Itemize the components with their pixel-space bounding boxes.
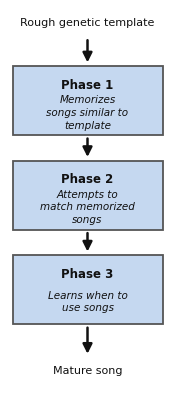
Text: Learns when to
use songs: Learns when to use songs — [48, 291, 127, 313]
Text: Phase 2: Phase 2 — [61, 173, 114, 186]
Text: Phase 1: Phase 1 — [61, 79, 114, 92]
FancyBboxPatch shape — [13, 161, 163, 229]
Text: Attempts to
match memorized
songs: Attempts to match memorized songs — [40, 190, 135, 225]
Text: Rough genetic template: Rough genetic template — [20, 18, 155, 28]
Text: Memorizes
songs similar to
template: Memorizes songs similar to template — [46, 95, 129, 131]
Text: Mature song: Mature song — [53, 366, 122, 376]
FancyBboxPatch shape — [13, 66, 163, 135]
FancyBboxPatch shape — [13, 255, 163, 324]
Text: Phase 3: Phase 3 — [61, 268, 114, 281]
